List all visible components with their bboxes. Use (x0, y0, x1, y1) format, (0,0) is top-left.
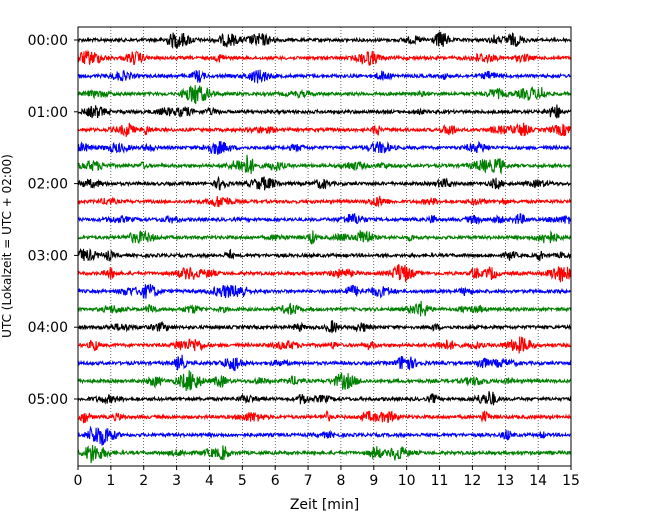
trace-0430 (77, 354, 572, 372)
trace-0330 (77, 283, 572, 299)
trace-0415 (77, 336, 572, 354)
trace-0530 (77, 425, 572, 446)
trace-0500 (77, 391, 572, 406)
y-tick-label: 00:00 (28, 33, 68, 49)
trace-0215 (77, 195, 572, 208)
x-tick-label: 13 (496, 473, 514, 489)
trace-0345 (77, 300, 572, 317)
x-tick-label: 4 (205, 473, 214, 489)
trace-0515 (77, 410, 572, 424)
trace-0045 (77, 85, 572, 105)
trace-0145 (77, 154, 572, 175)
x-tick-label: 0 (74, 473, 83, 489)
x-axis-label: Zeit [min] (290, 497, 359, 513)
y-tick-label: 05:00 (28, 392, 68, 408)
trace-0200 (77, 175, 572, 191)
x-axis-ticks: 0 1 2 3 4 5 6 7 8 9 10 11 12 13 14 15 (74, 466, 580, 489)
trace-0000 (77, 31, 572, 50)
x-tick-label: 12 (463, 473, 481, 489)
x-tick-label: 3 (172, 473, 181, 489)
trace-0245 (77, 229, 572, 245)
x-tick-label: 11 (431, 473, 449, 489)
trace-0030 (77, 69, 572, 84)
trace-0400 (77, 320, 572, 334)
y-tick-label: 04:00 (28, 320, 68, 336)
trace-0015 (77, 49, 572, 66)
trace-0115 (77, 122, 572, 137)
x-tick-label: 9 (369, 473, 378, 489)
x-tick-label: 2 (139, 473, 148, 489)
trace-0100 (77, 104, 572, 119)
trace-0300 (77, 247, 572, 262)
x-tick-label: 7 (304, 473, 313, 489)
trace-0230 (77, 213, 572, 226)
x-tick-label: 14 (529, 473, 547, 489)
y-tick-label: 03:00 (28, 248, 68, 264)
x-tick-label: 15 (562, 473, 580, 489)
trace-0445 (77, 370, 572, 392)
seismic-traces (77, 31, 572, 464)
trace-0130 (77, 140, 572, 155)
y-axis-ticks: 00:00 01:00 02:00 03:00 04:00 05:00 (28, 33, 78, 408)
x-tick-label: 10 (398, 473, 416, 489)
plot-frame (77, 26, 572, 467)
y-tick-label: 01:00 (28, 105, 68, 121)
x-tick-label: 6 (271, 473, 280, 489)
y-axis-label: UTC (Lokalzeit = UTC + 02:00) (0, 154, 14, 338)
x-tick-label: 5 (238, 473, 247, 489)
trace-0545 (77, 444, 572, 464)
trace-0315 (77, 263, 572, 283)
x-tick-label: 8 (336, 473, 345, 489)
x-tick-label: 1 (106, 473, 115, 489)
y-tick-label: 02:00 (28, 177, 68, 193)
